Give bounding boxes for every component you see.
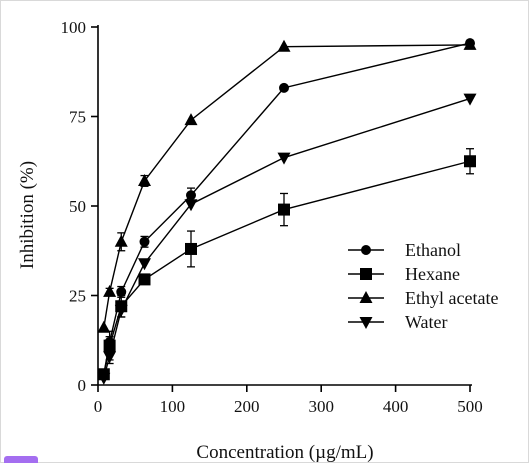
axes: 0 25 50 75 100 0 100 200 300 400 500 <box>61 18 483 416</box>
data-point <box>184 199 198 212</box>
corner-tab <box>4 456 38 463</box>
data-point <box>138 273 151 286</box>
data-point <box>278 203 290 216</box>
y-tick-label: 50 <box>69 197 86 216</box>
data-point <box>97 320 111 333</box>
x-tick-label: 100 <box>160 397 186 416</box>
series-layer <box>97 37 477 385</box>
series-water <box>97 93 477 385</box>
data-point <box>114 304 128 317</box>
data-point <box>103 284 117 297</box>
series-line <box>103 97 471 379</box>
data-point <box>114 234 128 247</box>
data-point <box>184 113 198 126</box>
y-tick-label: 0 <box>78 376 87 395</box>
legend: Ethanol Hexane Ethyl acetate Water <box>348 240 498 332</box>
legend-item-water: Water <box>348 312 448 332</box>
legend-marker <box>361 245 371 255</box>
y-tick-label: 100 <box>61 18 87 37</box>
legend-item-ethanol: Ethanol <box>348 240 461 260</box>
legend-item-ethyl-acetate: Ethyl acetate <box>348 288 498 308</box>
y-axis-title: Inhibition (%) <box>17 161 38 269</box>
legend-label: Ethyl acetate <box>405 288 498 308</box>
data-point <box>463 37 477 50</box>
legend-marker <box>360 268 372 280</box>
data-point <box>464 155 476 168</box>
data-point <box>463 93 477 106</box>
legend-item-hexane: Hexane <box>348 264 460 284</box>
data-point <box>97 372 111 385</box>
y-tick-label: 25 <box>69 287 86 306</box>
legend-label: Hexane <box>405 264 460 284</box>
x-tick-label: 400 <box>383 397 409 416</box>
data-point <box>277 152 291 165</box>
data-point <box>139 236 150 247</box>
series-ethyl-acetate <box>97 37 477 333</box>
data-point <box>103 351 117 364</box>
data-point <box>116 286 127 297</box>
x-tick-label: 300 <box>308 397 334 416</box>
data-point <box>138 258 151 271</box>
data-point <box>279 82 289 93</box>
data-point <box>138 173 151 186</box>
data-point <box>277 39 291 52</box>
x-tick-label: 200 <box>234 397 260 416</box>
x-tick-label: 0 <box>94 397 103 416</box>
data-point <box>186 190 196 201</box>
y-tick-label: 75 <box>69 108 86 127</box>
x-axis-title: Concentration (µg/mL) <box>196 442 373 463</box>
data-point <box>185 242 197 255</box>
legend-marker <box>359 317 373 329</box>
x-tick-label: 500 <box>457 397 483 416</box>
legend-marker <box>359 291 373 303</box>
legend-label: Water <box>405 312 448 332</box>
legend-label: Ethanol <box>405 240 461 260</box>
